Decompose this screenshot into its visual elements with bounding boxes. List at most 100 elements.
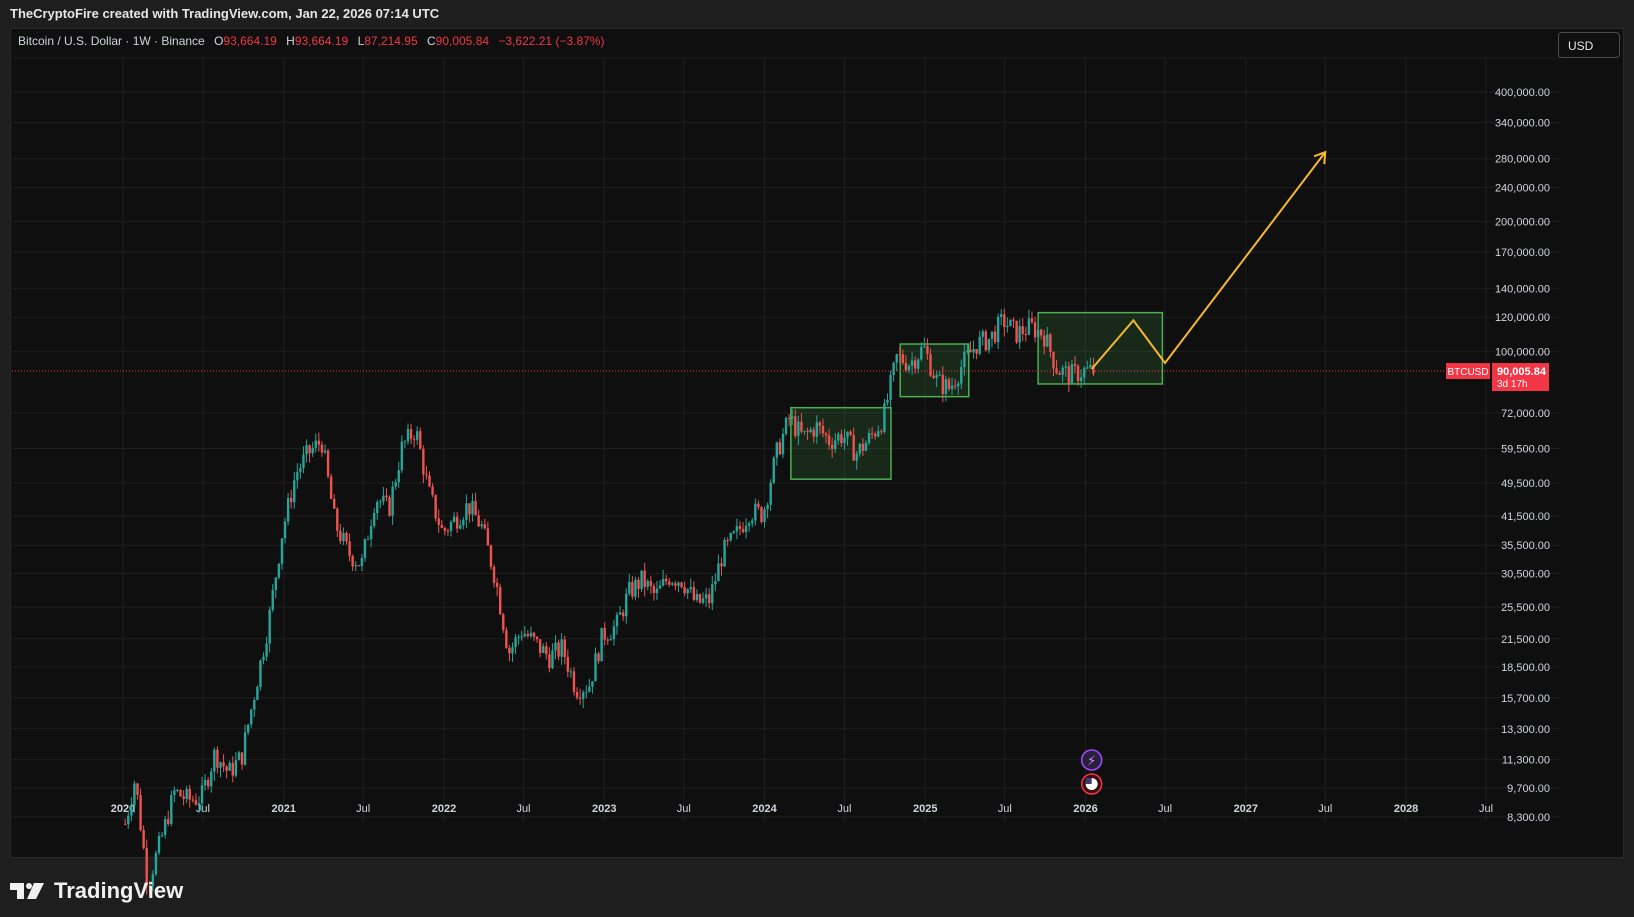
candle-body <box>600 627 603 662</box>
x-tick-label: Jul <box>356 803 370 815</box>
candle-body <box>941 374 945 394</box>
candle-body <box>234 760 238 776</box>
currency-button[interactable]: USD <box>1558 32 1620 58</box>
candle-body <box>1049 334 1052 353</box>
change-value: −3,622.21 (−3.87%) <box>498 34 605 48</box>
candle-body <box>1076 366 1080 382</box>
candle-body <box>372 512 376 527</box>
candle-body <box>317 440 321 445</box>
high-label: H <box>286 34 295 48</box>
candle-body <box>388 497 391 516</box>
low-label: L <box>357 34 365 48</box>
x-tick-label: Jul <box>1318 803 1332 815</box>
grid-lines <box>12 57 1560 822</box>
candle-body <box>849 431 852 435</box>
price-tag-countdown: 3d 17h <box>1497 379 1528 390</box>
candle-body <box>993 331 997 343</box>
candle-body <box>861 443 865 451</box>
candle-body <box>142 830 145 849</box>
candle-body <box>603 627 606 640</box>
candle-body <box>219 762 222 768</box>
candle-body <box>188 788 191 800</box>
candle-body <box>723 539 726 567</box>
candle-body <box>628 582 631 594</box>
candle-body <box>960 367 963 384</box>
candle-body <box>726 539 729 541</box>
candle-body <box>293 480 296 503</box>
candle-body <box>708 594 711 604</box>
candle-body <box>182 796 185 800</box>
candle-body <box>351 556 354 567</box>
candle-body <box>431 486 434 495</box>
candle-body <box>455 516 459 529</box>
candle-body <box>698 594 702 603</box>
candle-body <box>757 503 760 508</box>
candles-group <box>123 308 1095 896</box>
candle-body <box>1064 366 1067 368</box>
candle-body <box>769 482 772 505</box>
candle-body <box>996 316 1000 343</box>
candle-body <box>621 612 625 617</box>
candle-body <box>1003 314 1006 328</box>
candle-body <box>695 594 699 600</box>
candle-body <box>1089 365 1092 368</box>
price-tag-bg <box>1492 363 1549 392</box>
candle-body <box>637 579 640 590</box>
candle-body <box>843 437 846 444</box>
candle-body <box>956 383 960 387</box>
candle-body <box>369 526 373 540</box>
candle-body <box>966 350 969 352</box>
candle-body <box>354 565 357 567</box>
candle-body <box>883 403 886 432</box>
attribution-bar: TheCryptoFire created with TradingView.c… <box>0 0 1634 28</box>
x-tick-label: 2028 <box>1394 803 1418 815</box>
candle-body <box>1021 326 1024 335</box>
candle-body <box>572 671 576 692</box>
candle-body <box>917 359 920 369</box>
candle-body <box>689 587 692 590</box>
brand-name: TradingView <box>54 878 184 903</box>
candle-body <box>228 762 231 771</box>
candle-body <box>575 691 579 698</box>
candle-body <box>489 545 493 567</box>
candle-body <box>1073 364 1077 367</box>
candle-body <box>1018 326 1021 343</box>
candle-body <box>763 509 766 523</box>
candle-body <box>243 732 247 765</box>
candle-body <box>913 360 917 369</box>
y-tick-label: 13,300.00 <box>1501 724 1550 736</box>
candle-body <box>591 681 594 687</box>
candle-body <box>791 416 794 419</box>
candle-body <box>376 501 379 513</box>
candle-body <box>566 656 570 672</box>
close-value: 90,005.84 <box>435 34 490 48</box>
candle-body <box>538 639 542 653</box>
candle-body <box>766 504 769 510</box>
x-tick-label: Jul <box>837 803 851 815</box>
candle-body <box>400 441 404 471</box>
y-tick-label: 120,000.00 <box>1495 312 1550 324</box>
open-value: 93,664.19 <box>223 34 277 48</box>
candle-body <box>265 643 268 657</box>
symbol-legend: Bitcoin / U.S. Dollar · 1W · Binance O93… <box>18 34 604 48</box>
candle-body <box>366 539 370 541</box>
candle-body <box>778 442 782 455</box>
candle-body <box>1009 319 1012 327</box>
candle-body <box>409 429 413 439</box>
candle-body <box>449 521 453 531</box>
candle-body <box>274 577 278 590</box>
candle-body <box>222 762 225 767</box>
candle-body <box>203 779 207 786</box>
candle-body <box>683 586 686 594</box>
candle-body <box>830 444 834 449</box>
candle-body <box>652 585 656 594</box>
candle-body <box>886 399 889 404</box>
candle-body <box>855 453 858 461</box>
candle-body <box>775 442 779 458</box>
candle-body <box>895 354 898 363</box>
candle-body <box>163 819 167 836</box>
candle-body <box>250 709 253 725</box>
candle-body <box>938 374 941 376</box>
candle-body <box>717 563 720 582</box>
